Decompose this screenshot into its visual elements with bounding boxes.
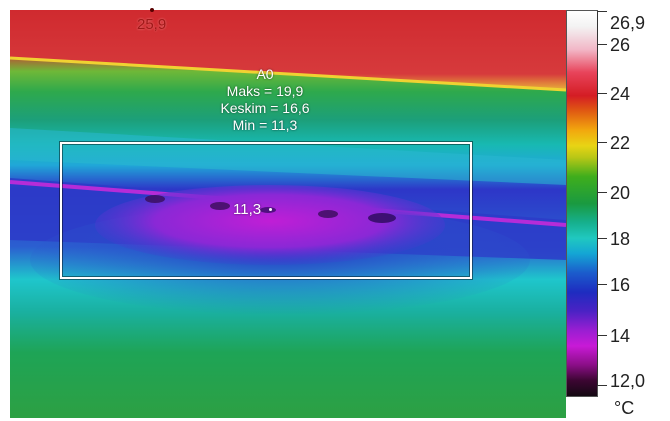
scale-bottom-value: 12,0 [610,371,646,391]
roi-max: Maks = 19,9 [226,83,304,99]
roi-stats: A0 Maks = 19,9 Keskim = 16,6 Min = 11,3 [195,66,335,134]
scale-label-26: 26 [610,35,631,55]
roi-min: Min = 11,3 [232,117,298,133]
scale-top-tick [597,11,607,12]
cold-spot-label: 11,3 [233,201,262,218]
hot-spot-label: 25,9 [137,16,167,33]
scale-axis-line [597,11,598,385]
scale-tick-20 [597,192,607,193]
scale-label-18: 18 [610,229,631,249]
scale-ticks: 26,9 26 24 22 20 18 16 14 12,0 [597,10,667,405]
scale-tick-18 [597,238,607,239]
scale-tick-14 [597,335,607,336]
hot-spot-marker [150,8,154,12]
roi-box[interactable] [60,142,472,279]
scale-tick-24 [597,93,607,94]
thermal-image [10,10,566,418]
scale-tick-26 [597,44,607,45]
scale-label-14: 14 [610,326,631,346]
scale-unit: °C [614,398,635,418]
scale-top-value: 26,9 [610,13,646,33]
scale-label-24: 24 [610,84,631,104]
thermal-image-svg [10,10,566,418]
scale-label-20: 20 [610,183,631,203]
scale-bottom-tick [597,385,607,386]
roi-avg: Keskim = 16,6 [220,100,310,116]
color-scale-bar [566,10,598,397]
roi-name: A0 [256,66,274,82]
scale-label-16: 16 [610,275,631,295]
scale-tick-22 [597,142,607,143]
scale-label-22: 22 [610,133,631,153]
scale-tick-16 [597,284,607,285]
cold-spot-marker [269,208,272,211]
